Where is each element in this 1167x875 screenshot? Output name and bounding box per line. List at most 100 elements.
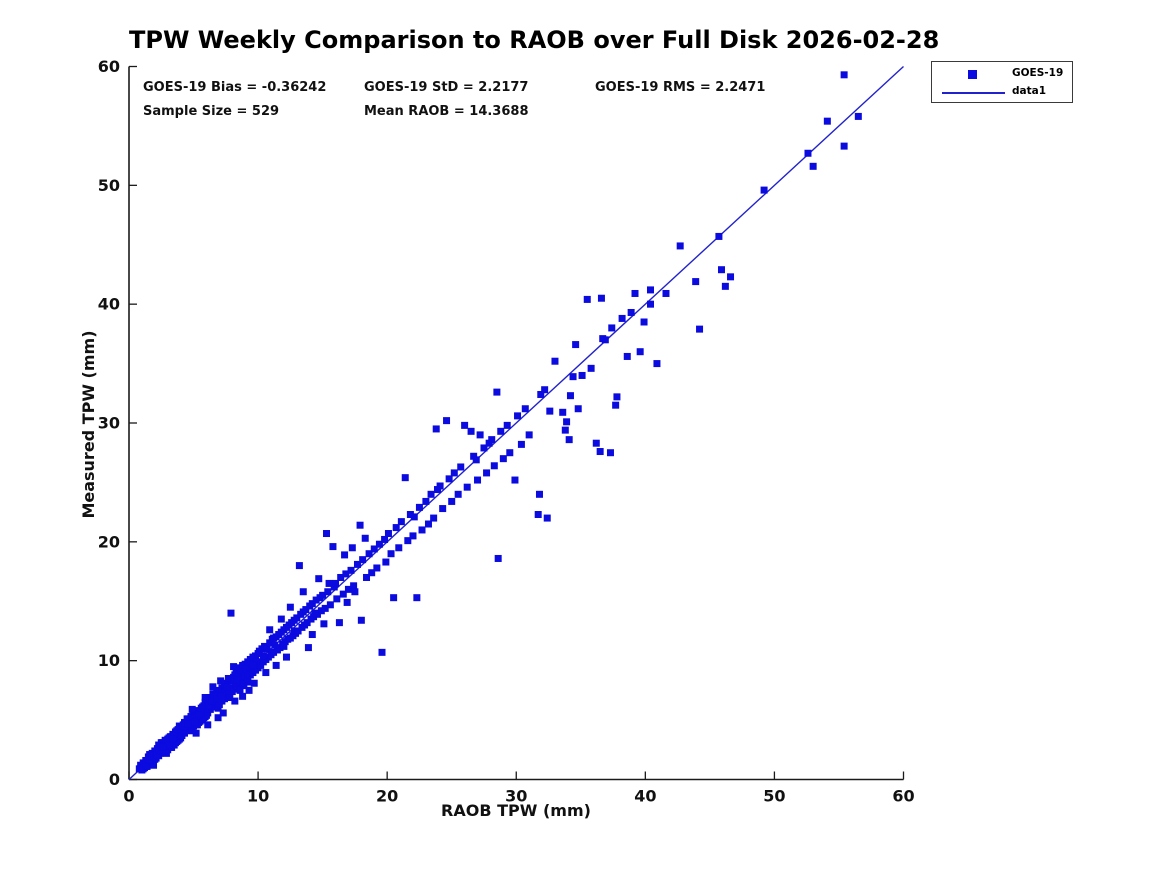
data-point <box>215 701 223 709</box>
data-point <box>351 588 359 596</box>
data-point <box>199 703 207 711</box>
data-point <box>559 408 567 416</box>
data-point <box>192 729 200 737</box>
data-point <box>840 71 848 79</box>
data-point <box>640 318 648 326</box>
data-point <box>480 444 488 452</box>
data-point <box>230 663 238 671</box>
data-point <box>612 401 620 409</box>
scatter-points <box>135 71 862 774</box>
data-point <box>245 686 253 694</box>
data-point <box>155 746 163 754</box>
annotation-sample-size: Sample Size = 529 <box>143 104 280 119</box>
data-point <box>499 455 507 463</box>
data-point <box>574 405 582 413</box>
annotation-mean-raob: Mean RAOB = 14.3688 <box>364 104 529 119</box>
data-point <box>551 357 559 365</box>
data-point <box>511 476 519 484</box>
data-point <box>587 364 595 372</box>
data-point <box>231 697 239 705</box>
data-point <box>218 692 226 700</box>
tick-marks <box>128 65 905 781</box>
data-point <box>249 661 257 669</box>
data-point <box>308 600 316 608</box>
data-point <box>213 695 221 703</box>
data-point <box>474 476 482 484</box>
data-point <box>164 746 172 754</box>
data-point <box>337 573 345 581</box>
data-point <box>483 469 491 477</box>
y-tick-label: 20 <box>98 532 120 551</box>
data-point <box>572 341 580 349</box>
data-point <box>430 514 438 522</box>
data-point <box>142 762 150 770</box>
data-point <box>370 545 378 553</box>
data-point <box>330 583 338 591</box>
y-tick-label: 30 <box>98 414 120 433</box>
data-point <box>293 614 301 622</box>
data-point <box>623 352 631 360</box>
data-point <box>476 431 484 439</box>
data-point <box>321 604 329 612</box>
annotation-std: GOES-19 StD = 2.2177 <box>364 80 529 95</box>
data-point <box>608 324 616 332</box>
data-point <box>457 463 465 471</box>
data-point <box>397 518 405 526</box>
data-point <box>384 530 392 538</box>
data-point <box>472 456 480 464</box>
data-point <box>199 715 207 723</box>
data-point <box>613 393 621 401</box>
data-point <box>308 631 316 639</box>
data-point <box>543 514 551 522</box>
annotation-bias: GOES-19 Bias = -0.36242 <box>143 80 327 95</box>
data-point <box>434 486 442 494</box>
x-tick-label: 10 <box>247 787 269 806</box>
data-point <box>244 678 252 686</box>
legend-entry-goes19: GOES-19 <box>932 65 1072 83</box>
data-point <box>322 530 330 538</box>
data-point <box>204 721 212 729</box>
data-point <box>257 661 265 669</box>
data-point <box>348 544 356 552</box>
data-point <box>214 714 222 722</box>
data-point <box>534 511 542 519</box>
y-tick-label: 0 <box>109 770 120 789</box>
data-point <box>290 627 298 635</box>
data-point <box>485 439 493 447</box>
data-point <box>294 627 302 635</box>
data-point <box>201 694 209 702</box>
y-tick-label: 50 <box>98 176 120 195</box>
tick-labels: 0 10 20 30 40 50 60 0 10 20 30 40 50 60 <box>98 57 915 806</box>
data-point <box>361 534 369 542</box>
data-point <box>286 603 294 611</box>
data-point <box>230 685 238 693</box>
data-point <box>159 739 167 747</box>
data-point <box>392 524 400 532</box>
data-point <box>181 722 189 730</box>
y-axis-label: Measured TPW (mm) <box>79 330 98 519</box>
data-point <box>463 483 471 491</box>
data-point <box>646 286 654 294</box>
data-point <box>219 709 227 717</box>
data-point <box>235 670 243 678</box>
identity-line <box>128 65 904 781</box>
data-point <box>303 619 311 627</box>
data-point <box>427 490 435 498</box>
data-point <box>490 462 498 470</box>
data-point <box>470 452 478 460</box>
data-point <box>304 644 312 652</box>
data-point <box>404 537 412 545</box>
data-point <box>356 521 364 529</box>
data-point <box>387 550 395 558</box>
data-point <box>432 425 440 433</box>
data-point <box>190 722 198 730</box>
x-tick-label: 20 <box>376 787 398 806</box>
data-point <box>390 594 398 602</box>
data-point <box>343 598 351 606</box>
data-point <box>566 392 574 400</box>
data-point <box>493 388 501 396</box>
data-point <box>606 449 614 457</box>
x-tick-label: 40 <box>634 787 656 806</box>
